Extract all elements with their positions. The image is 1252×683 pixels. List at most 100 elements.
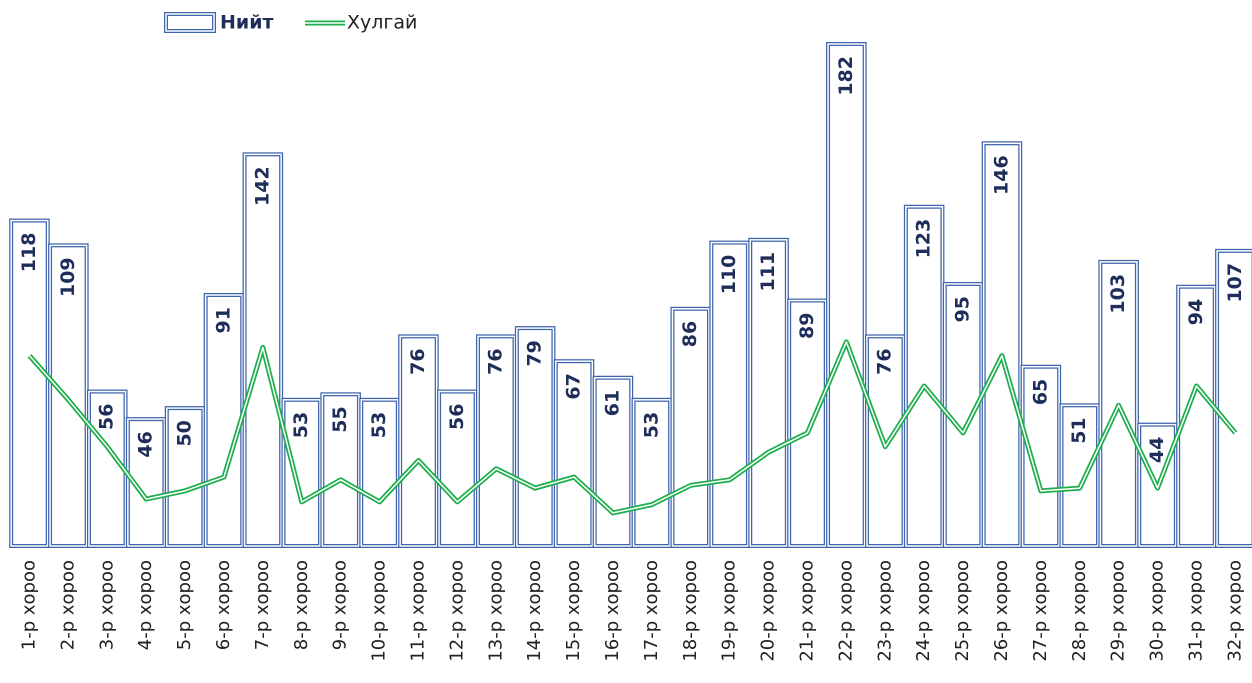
value-label: 67 — [563, 373, 585, 399]
value-label: 46 — [135, 431, 157, 457]
bar-inner — [360, 399, 399, 547]
bar-inner — [1099, 261, 1138, 547]
bar-inner — [905, 205, 944, 547]
value-label: 55 — [329, 406, 351, 432]
x-tick-label: 10-р хороо — [369, 560, 390, 662]
value-label: 76 — [874, 348, 896, 374]
bar — [981, 141, 1023, 549]
x-tick-label: 22-р хороо — [835, 560, 856, 662]
bar-inner — [438, 390, 477, 547]
x-tick-label: 25-р хороо — [952, 560, 973, 662]
value-label: 50 — [174, 420, 196, 446]
x-tick-label: 14-р хороо — [524, 560, 545, 662]
value-label: 182 — [835, 56, 857, 96]
value-label: 61 — [601, 390, 623, 416]
value-label: 94 — [1185, 299, 1207, 325]
bar-inner — [944, 283, 983, 547]
value-label: 76 — [407, 348, 429, 374]
value-label: 95 — [952, 296, 974, 322]
value-label: 56 — [96, 404, 118, 430]
x-tick-label: 32-р хороо — [1224, 560, 1245, 662]
value-label: 79 — [524, 340, 546, 366]
value-label: 89 — [796, 313, 818, 339]
bar-inner — [1138, 423, 1177, 547]
legend-swatch-inner — [165, 13, 215, 32]
value-label: 53 — [368, 412, 390, 438]
bar-inner — [127, 418, 166, 547]
x-tick-label: 30-р хороо — [1147, 560, 1168, 662]
bar — [826, 42, 867, 548]
x-tick-label: 8-р хороо — [291, 560, 312, 650]
value-label: 53 — [290, 412, 312, 438]
line-inner — [28, 341, 1236, 514]
x-tick-label: 28-р хороо — [1069, 560, 1090, 662]
bar-inner — [399, 335, 438, 547]
x-tick-label: 4-р хороо — [135, 560, 156, 650]
bar-inner — [1021, 365, 1060, 547]
x-tick-label: 16-р хороо — [602, 560, 623, 662]
bar-inner — [749, 239, 788, 547]
bar — [475, 334, 517, 548]
bar-inner — [321, 393, 360, 547]
x-tick-label: 6-р хороо — [213, 560, 234, 650]
value-label: 53 — [640, 412, 662, 438]
bar-inner — [1177, 285, 1216, 547]
x-tick-label: 27-р хороо — [1030, 560, 1051, 662]
x-tick-label: 7-р хороо — [252, 560, 273, 650]
x-tick-label: 19-р хороо — [719, 560, 740, 662]
bar-inner — [477, 335, 516, 547]
bar-inner — [282, 399, 321, 547]
x-tick-label: 3-р хороо — [96, 560, 117, 650]
value-label: 51 — [1068, 417, 1090, 443]
bar-inner — [516, 327, 555, 547]
value-label: 111 — [757, 252, 779, 292]
x-tick-label: 26-р хороо — [991, 560, 1012, 662]
x-tick-label: 20-р хороо — [758, 560, 779, 662]
x-tick-label: 9-р хороо — [330, 560, 351, 650]
bar-inner — [866, 335, 905, 547]
bar-inner — [555, 360, 594, 547]
bar-inner — [827, 43, 866, 547]
x-tick-label: 23-р хороо — [874, 560, 895, 662]
x-tick-label: 15-р хороо — [563, 560, 584, 662]
legend-label: Хулгай — [347, 12, 417, 34]
bar-inner — [243, 153, 282, 547]
x-tick-label: 5-р хороо — [174, 560, 195, 650]
value-label: 146 — [990, 155, 1012, 195]
legend-label: Нийт — [220, 12, 274, 34]
value-label: 109 — [57, 257, 79, 297]
x-tick-label: 12-р хороо — [446, 560, 467, 662]
value-label: 44 — [1146, 437, 1168, 463]
x-tick-label: 29-р хороо — [1108, 560, 1129, 662]
value-label: 110 — [718, 255, 740, 295]
bar-inner — [671, 308, 710, 547]
bar-inner — [632, 399, 671, 547]
x-tick-label: 2-р хороо — [57, 560, 78, 650]
value-label: 86 — [679, 321, 701, 347]
bar-inner — [166, 407, 205, 547]
bar-inner — [710, 241, 749, 547]
value-label: 103 — [1107, 274, 1129, 314]
bar-inner — [1060, 404, 1099, 547]
x-tick-label: 13-р хороо — [485, 560, 506, 662]
bar-inner — [593, 376, 632, 547]
x-tick-label: 17-р хороо — [641, 560, 662, 662]
value-label: 65 — [1029, 379, 1051, 405]
value-label: 91 — [212, 307, 234, 333]
value-label: 142 — [251, 166, 273, 206]
value-label: 118 — [18, 233, 40, 273]
bar-inner — [788, 299, 827, 547]
value-label: 123 — [913, 219, 935, 259]
bar-inner — [10, 219, 49, 547]
x-tick-label: 1-р хороо — [18, 560, 39, 650]
x-tick-label: 24-р хороо — [913, 560, 934, 662]
x-tick-label: 31-р хороо — [1185, 560, 1206, 662]
bar-inner — [49, 244, 88, 547]
x-tick-label: 18-р хороо — [680, 560, 701, 662]
value-label: 107 — [1224, 263, 1246, 303]
legend-swatch — [164, 12, 216, 33]
value-label: 56 — [446, 404, 468, 430]
x-tick-label: 11-р хороо — [407, 560, 428, 662]
x-tick-label: 21-р хороо — [796, 560, 817, 662]
